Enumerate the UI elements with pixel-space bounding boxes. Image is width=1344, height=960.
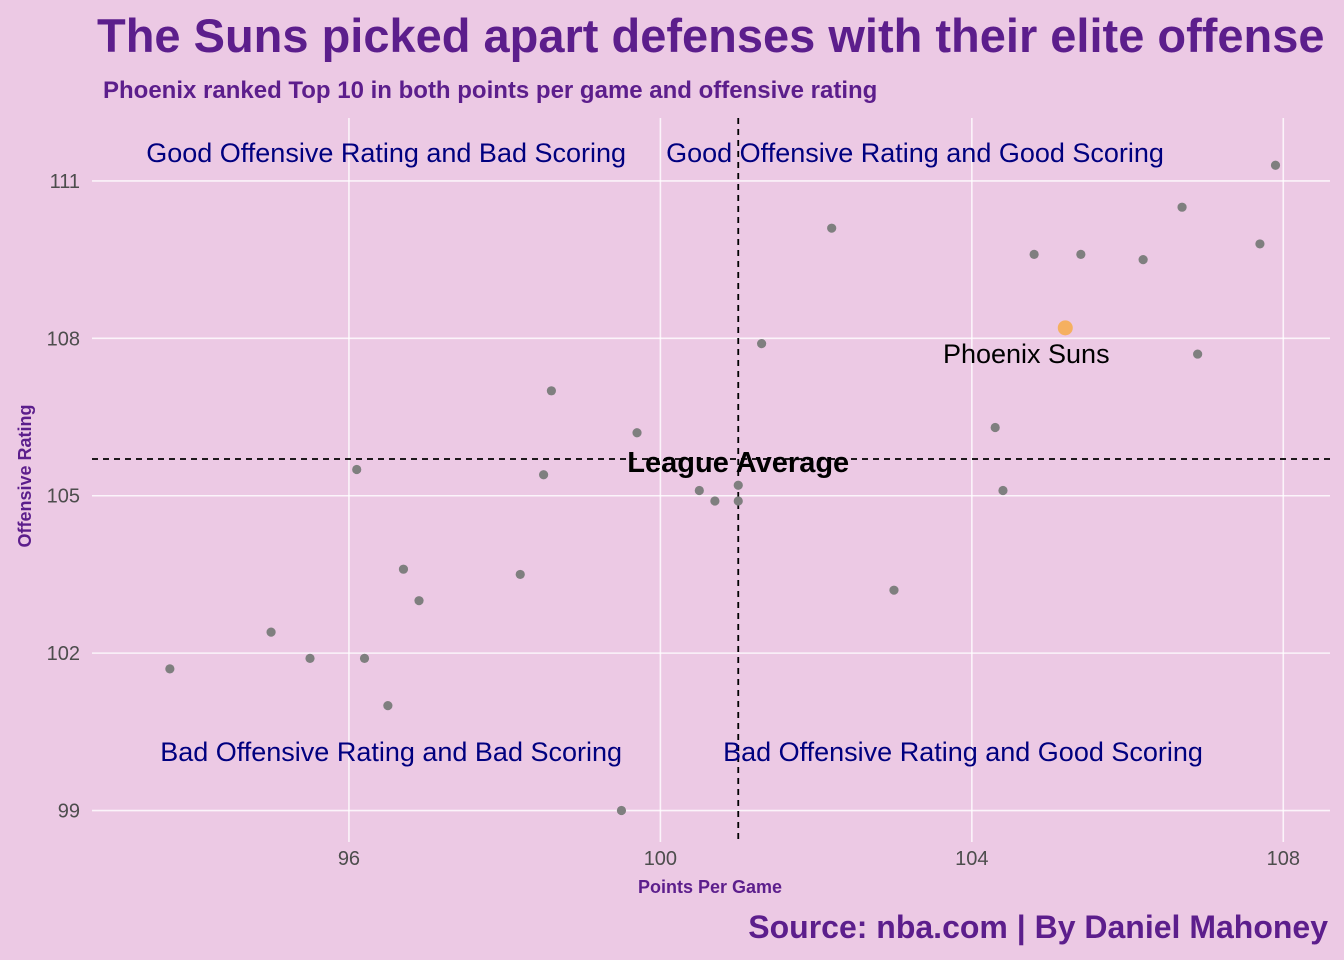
quadrant-labels: Good Offensive Rating and Bad Scoring Goo… bbox=[146, 138, 1203, 767]
data-point bbox=[1029, 249, 1039, 260]
data-point bbox=[359, 653, 370, 663]
data-point bbox=[990, 422, 1000, 433]
data-point bbox=[305, 653, 315, 663]
data-point bbox=[398, 564, 409, 574]
grid-lines bbox=[92, 118, 1330, 842]
highlight-point bbox=[1057, 320, 1073, 336]
x-tick-label: 100 bbox=[644, 848, 677, 870]
data-point bbox=[733, 480, 743, 490]
data-points: Phoenix Suns League Average bbox=[165, 160, 1281, 816]
y-tick-label: 102 bbox=[47, 643, 80, 665]
quadrant-label-top-left: Good Offensive Rating and Bad Scoring bbox=[146, 138, 626, 168]
quadrant-label-bottom-right: Bad Offensive Rating and Good Scoring bbox=[723, 737, 1203, 767]
data-point bbox=[694, 485, 704, 496]
data-point bbox=[616, 805, 627, 816]
data-point bbox=[1255, 239, 1265, 249]
y-axis-title: Offensive Rating bbox=[15, 404, 35, 547]
x-axis-title: Points Per Game bbox=[638, 877, 782, 897]
y-tick-label: 108 bbox=[47, 328, 80, 350]
data-point bbox=[538, 470, 549, 480]
data-point bbox=[515, 569, 525, 580]
x-tick-label: 96 bbox=[338, 848, 360, 870]
data-point bbox=[1270, 160, 1281, 170]
data-point bbox=[827, 223, 837, 233]
data-point bbox=[998, 485, 1008, 496]
y-tick-label: 111 bbox=[50, 171, 80, 193]
chart-title: The Suns picked apart defenses with thei… bbox=[97, 9, 1325, 62]
data-point bbox=[165, 664, 175, 674]
data-point bbox=[757, 338, 767, 349]
data-point bbox=[352, 464, 362, 475]
data-point bbox=[383, 700, 393, 711]
data-point bbox=[710, 496, 720, 506]
league-average-label: League Average bbox=[627, 447, 849, 479]
data-point bbox=[414, 596, 424, 606]
chart-subtitle: Phoenix ranked Top 10 in both points per… bbox=[103, 77, 877, 104]
y-tick-label: 99 bbox=[58, 801, 80, 823]
data-point bbox=[733, 496, 743, 506]
quadrant-label-top-right: Good Offensive Rating and Good Scoring bbox=[666, 138, 1164, 168]
data-point bbox=[1076, 249, 1086, 260]
data-point bbox=[889, 585, 899, 595]
y-tick-label: 105 bbox=[47, 486, 80, 508]
x-tick-label: 108 bbox=[1267, 848, 1300, 870]
data-point bbox=[266, 627, 276, 637]
data-point bbox=[1193, 349, 1203, 359]
highlight-label: Phoenix Suns bbox=[943, 339, 1110, 369]
axis-ticks: 96 100 104 108 99 102 105 108 111 bbox=[47, 171, 1300, 870]
data-point bbox=[1177, 202, 1187, 212]
data-point bbox=[632, 428, 642, 438]
x-tick-label: 104 bbox=[955, 848, 988, 870]
chart-caption: Source: nba.com | By Daniel Mahoney bbox=[748, 909, 1328, 945]
data-point bbox=[546, 386, 556, 396]
data-point bbox=[1138, 255, 1148, 265]
quadrant-label-bottom-left: Bad Offensive Rating and Bad Scoring bbox=[160, 737, 622, 767]
reference-lines bbox=[92, 118, 1330, 842]
